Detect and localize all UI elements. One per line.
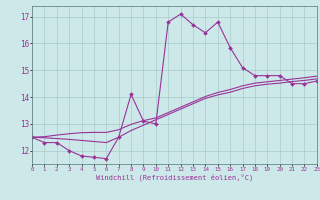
X-axis label: Windchill (Refroidissement éolien,°C): Windchill (Refroidissement éolien,°C) xyxy=(96,174,253,181)
